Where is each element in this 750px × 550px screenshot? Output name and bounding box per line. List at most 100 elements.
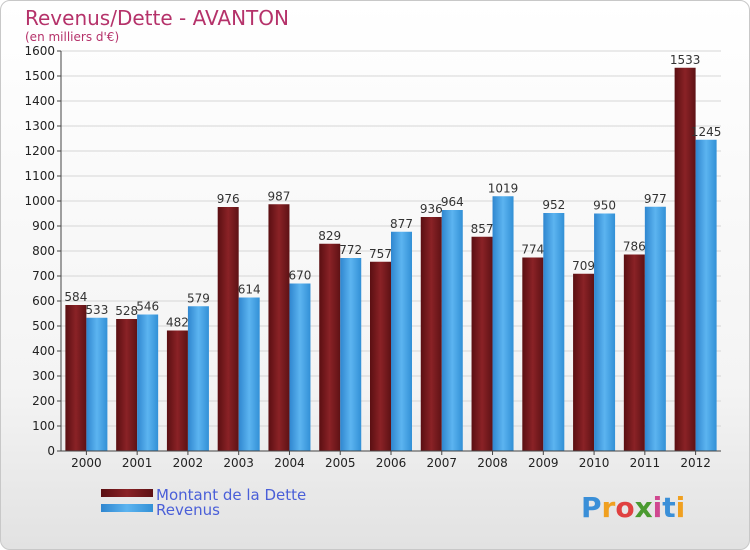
bar-revenus [289,283,311,451]
bar-dette [217,207,239,451]
y-tick-label: 900 [32,219,55,233]
data-label: 952 [542,198,565,212]
bar-dette [65,305,87,451]
y-tick-label: 1300 [24,119,55,133]
bar-dette [471,236,493,451]
logo-letter: t [662,491,675,524]
x-tick-label: 2009 [528,456,559,470]
bar-dette [573,273,595,451]
y-tick-label: 800 [32,244,55,258]
data-label: 757 [369,247,392,261]
data-label: 950 [593,199,616,213]
x-axis-ticks: 2000 2001 2002 2003 2004 2005 2006 2007 2008 2009… [71,451,711,470]
y-tick-label: 1500 [24,69,55,83]
bar-dette [116,319,138,451]
logo-letter: i [676,491,686,524]
svg-text:Proxiti: Proxiti [581,491,685,524]
x-tick-label: 2000 [71,456,102,470]
data-label: 670 [289,269,312,283]
data-label: 1245 [691,125,722,139]
legend-swatch-revenus [101,504,153,512]
bar-revenus [391,231,412,451]
bar-dette [319,243,341,451]
legend: Montant de la Dette Revenus [101,486,306,519]
legend-label-debt: Montant de la Dette [156,486,306,504]
y-tick-label: 500 [32,319,55,333]
y-tick-label: 1400 [24,94,55,108]
bar-revenus [86,317,108,451]
legend-swatch-debt [101,489,153,497]
logo-letter: i [653,491,663,524]
y-tick-label: 1100 [24,169,55,183]
x-tick-label: 2011 [630,456,661,470]
bar-dette [370,261,391,451]
y-tick-label: 1000 [24,194,55,208]
logo-letter: P [581,491,602,524]
chart-title: Revenus/Dette - AVANTON [25,6,289,30]
data-label: 1533 [670,53,701,67]
data-label: 546 [136,300,159,314]
x-tick-label: 2006 [376,456,407,470]
data-label: 774 [521,243,544,257]
bar-dette [522,257,544,451]
bar-revenus [137,314,159,451]
data-label: 772 [339,243,362,257]
logo-letter: r [602,491,616,524]
data-label: 579 [187,291,210,305]
bar-revenus [340,258,362,451]
data-label: 829 [318,229,341,243]
y-axis-ticks: 0 100 200 300 400 500 600 700 800 900 1000 1100 1200… [24,44,61,458]
y-tick-label: 200 [32,394,55,408]
data-label: 786 [623,240,646,254]
data-label: 482 [166,316,189,330]
x-tick-label: 2002 [173,456,204,470]
bar-dette [623,254,645,451]
bar-revenus [543,213,565,451]
data-label: 528 [115,304,138,318]
x-tick-label: 2008 [477,456,508,470]
chart-subtitle: (en milliers d'€) [25,30,119,44]
logo-letter: x [635,491,653,524]
bar-revenus [492,196,514,451]
x-tick-label: 2007 [426,456,457,470]
bar-revenus [695,139,717,451]
y-tick-label: 0 [47,444,55,458]
y-tick-label: 700 [32,269,55,283]
bar-dette [420,217,442,451]
y-tick-label: 300 [32,369,55,383]
data-label: 584 [64,290,87,304]
bars [65,67,717,451]
data-label: 964 [441,195,464,209]
data-label: 614 [238,283,261,297]
bar-revenus [644,206,666,451]
y-tick-label: 100 [32,419,55,433]
data-label: 709 [572,259,595,273]
x-tick-label: 2001 [122,456,153,470]
bar-dette [674,67,696,451]
data-label: 987 [268,189,291,203]
y-tick-label: 1200 [24,144,55,158]
proxiti-logo: Proxiti [581,491,685,524]
x-tick-label: 2004 [274,456,305,470]
data-label: 533 [85,303,108,317]
bar-revenus [441,210,463,451]
x-tick-label: 2010 [579,456,610,470]
logo-letter: o [615,491,634,524]
y-tick-label: 400 [32,344,55,358]
bar-revenus [594,213,616,451]
legend-label-revenus: Revenus [156,501,220,519]
data-label: 977 [644,192,667,206]
x-tick-label: 2005 [325,456,356,470]
data-label: 936 [420,202,443,216]
data-label: 1019 [488,181,519,195]
y-tick-label: 600 [32,294,55,308]
data-label: 976 [217,192,240,206]
bar-dette [268,204,290,451]
data-label: 857 [471,222,494,236]
y-tick-label: 1600 [24,44,55,58]
bar-revenus [187,306,209,451]
bar-dette [166,330,188,451]
